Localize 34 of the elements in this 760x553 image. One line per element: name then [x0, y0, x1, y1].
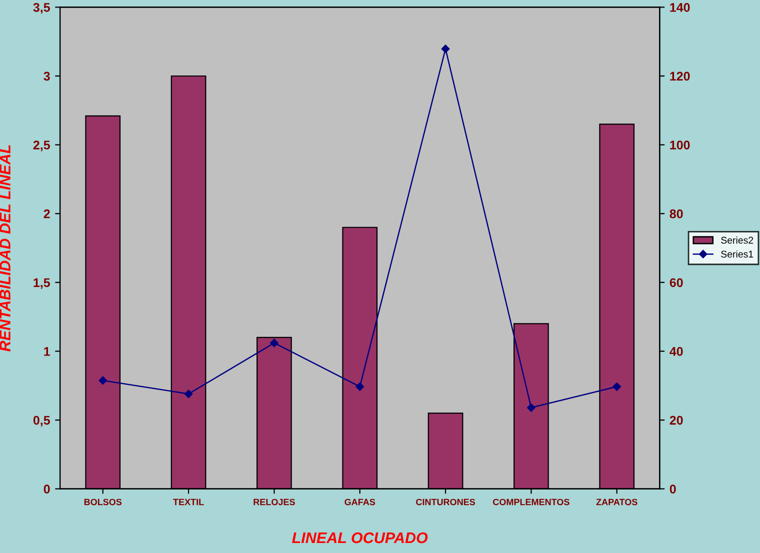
y2-tick-label: 20: [670, 416, 683, 425]
point: [184, 390, 193, 398]
y-tick-label: 3: [44, 72, 50, 81]
y2-tick-label: 120: [670, 72, 690, 81]
y-tick-label: 0,5: [33, 416, 50, 427]
y-tick-label: 1,5: [34, 278, 50, 289]
x-tick-label: CINTURONES: [416, 498, 476, 506]
y-tick-label: 2: [44, 209, 50, 218]
legend-label: Series2: [721, 236, 754, 244]
y2-tick-label: 100: [670, 140, 690, 150]
point: [612, 382, 621, 391]
x-tick-label: ZAPATOS: [596, 498, 638, 506]
x-tick-label: RELOJES: [254, 498, 295, 506]
y2-tick-label: 140: [670, 2, 690, 12]
point: [98, 376, 108, 385]
y-tick-label: 2,5: [33, 140, 50, 152]
x-tick-label: BOLSOS: [84, 498, 122, 506]
y-tick-label: 3,5: [33, 2, 50, 14]
y2-tick-label: 40: [670, 347, 683, 356]
x-tick-label: TEXTIL: [173, 498, 204, 506]
point: [270, 338, 278, 348]
y-tick-label: 0: [44, 484, 50, 494]
y-axis-title: RENTABILIDAD DEL LINEAL: [0, 145, 10, 352]
x-tick-label: COMPLEMENTOS: [493, 498, 570, 506]
point: [441, 44, 450, 53]
x-tick-label: GAFAS: [344, 498, 376, 506]
y2-tick-label: 60: [670, 278, 683, 288]
x-axis-title: LINEAL OCUPADO: [292, 532, 428, 544]
legend-label: Series1: [721, 250, 754, 258]
point: [527, 404, 536, 412]
y2-tick-label: 0: [670, 484, 676, 494]
y-tick-label: 1: [44, 347, 50, 356]
y2-tick-label: 80: [670, 209, 683, 218]
point: [356, 382, 364, 391]
